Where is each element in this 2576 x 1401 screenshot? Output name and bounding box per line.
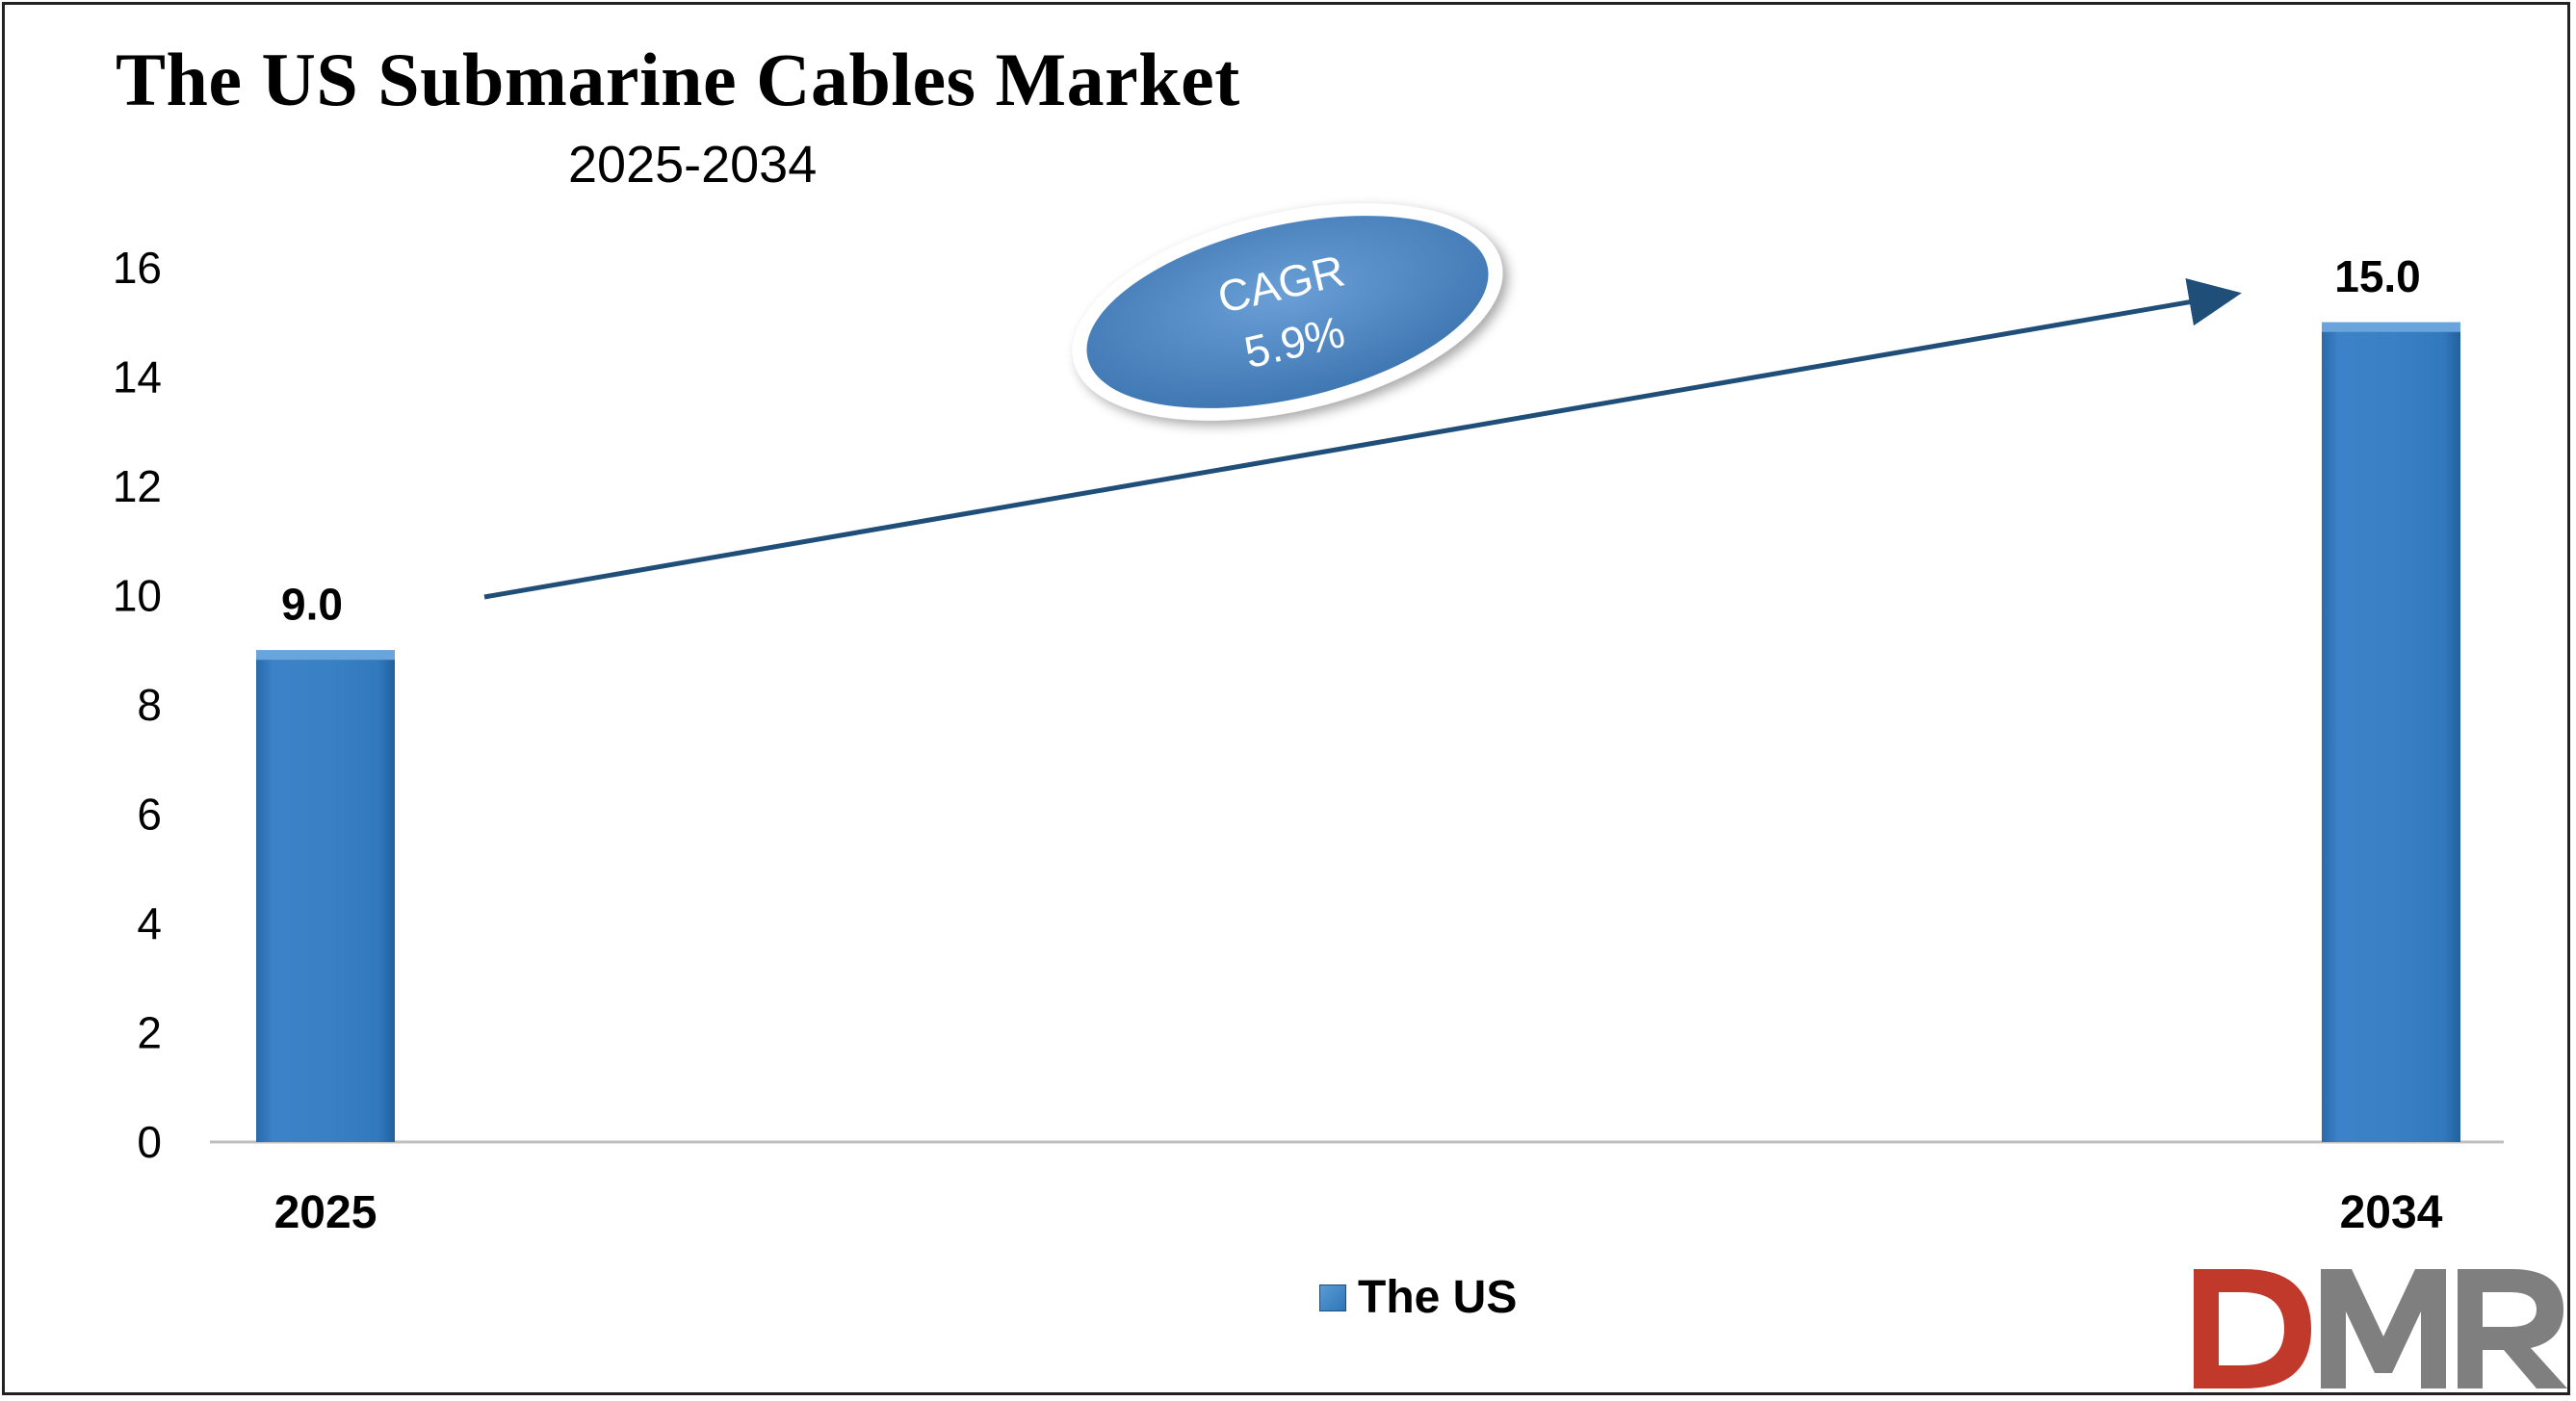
bar-2034	[2322, 322, 2460, 1142]
legend-label: The US	[1358, 1272, 1518, 1323]
logo-letter-d	[2194, 1269, 2311, 1388]
logo-letter-m	[2321, 1269, 2446, 1388]
y-axis-ticks: 0 2 4 6 8 10 12 14 16	[113, 243, 162, 1167]
bars	[256, 322, 2460, 1142]
x-tick-label: 2025	[274, 1187, 377, 1238]
y-tick-label: 10	[113, 571, 162, 621]
legend-swatch	[1319, 1284, 1346, 1311]
bar-2025	[256, 650, 395, 1142]
data-labels: 9.0 15.0	[281, 251, 2421, 630]
cagr-badge: CAGR 5.9%	[1072, 203, 1503, 421]
y-tick-label: 6	[137, 790, 162, 840]
bar-top-highlight	[2322, 322, 2460, 332]
y-tick-label: 16	[113, 243, 162, 293]
logo-letter-r	[2458, 1269, 2567, 1388]
data-label: 9.0	[281, 579, 343, 629]
x-axis-labels: 2025 2034	[274, 1187, 2443, 1238]
data-label: 15.0	[2334, 251, 2421, 301]
legend: The US	[1319, 1271, 1517, 1324]
y-tick-label: 4	[137, 898, 162, 948]
x-tick-label: 2034	[2340, 1187, 2443, 1238]
chart-title: The US Submarine Cables Market	[116, 38, 1240, 121]
dmr-logo	[2194, 1269, 2567, 1388]
bar-top-highlight	[256, 650, 395, 661]
y-tick-label: 0	[137, 1117, 162, 1167]
y-tick-label: 14	[113, 352, 162, 402]
y-tick-label: 8	[137, 680, 162, 730]
y-tick-label: 12	[113, 461, 162, 511]
chart-subtitle: 2025-2034	[568, 136, 818, 194]
y-tick-label: 2	[137, 1008, 162, 1058]
cagr-arrow	[483, 278, 2242, 600]
